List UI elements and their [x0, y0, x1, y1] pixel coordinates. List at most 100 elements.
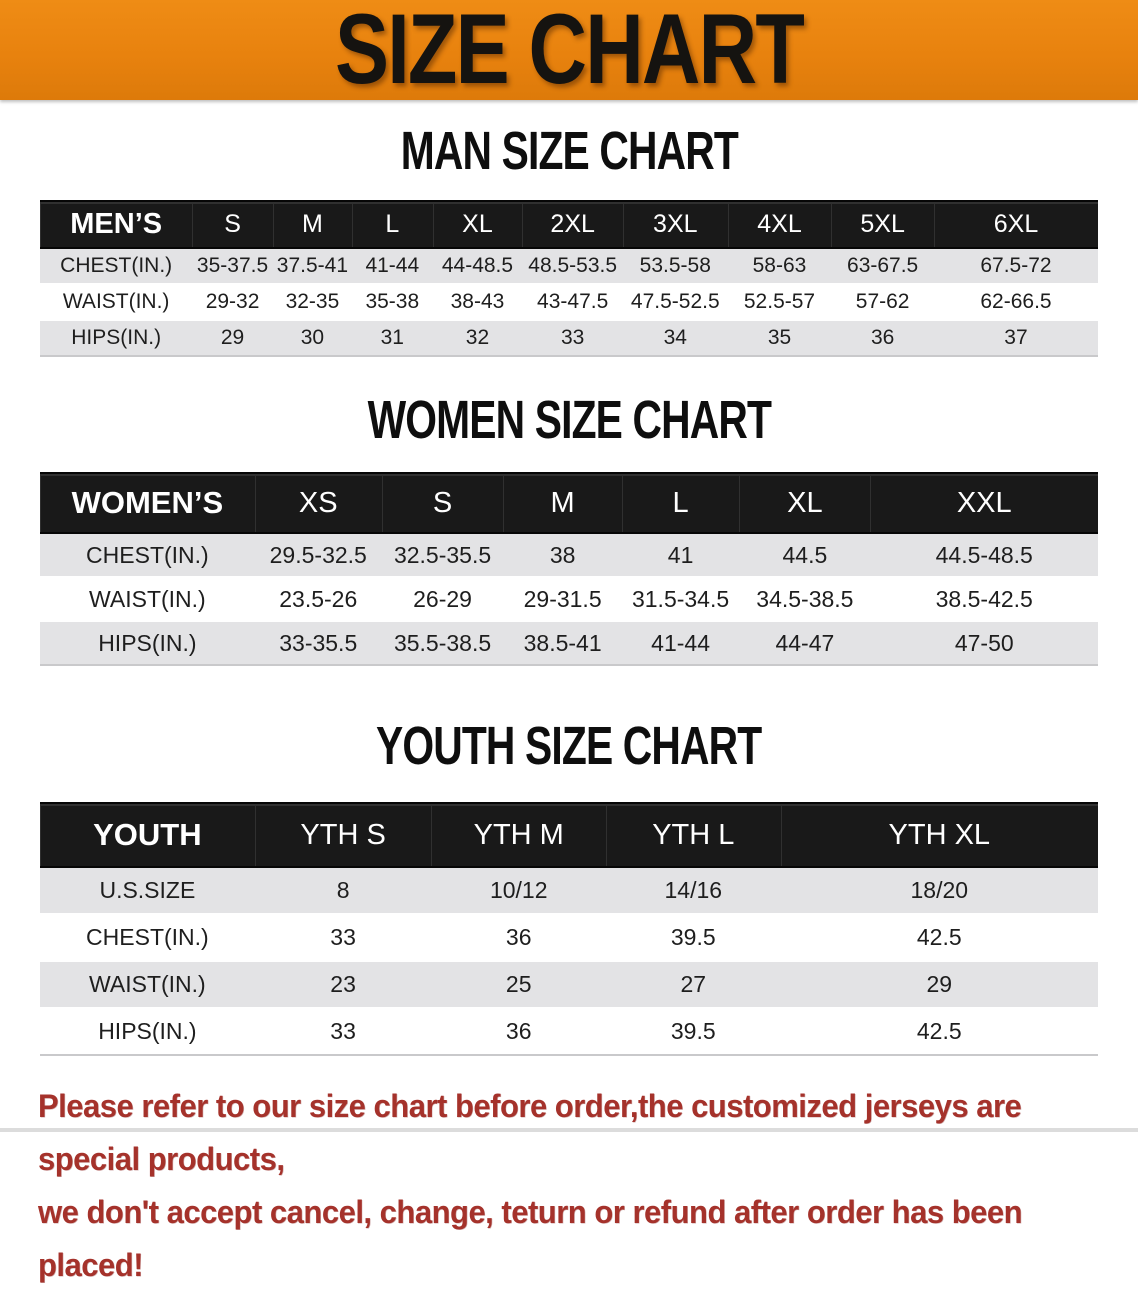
banner-title: SIZE CHART — [335, 0, 805, 105]
women-measurement-cell: 44.5-48.5 — [870, 532, 1098, 577]
men-measurement-cell: 29-32 — [192, 283, 273, 320]
men-measurement-cell: 37.5-41 — [272, 247, 353, 284]
disclaimer-line-2: we don't accept cancel, change, teturn o… — [38, 1193, 1023, 1284]
men-measurement-cell: 29 — [192, 319, 273, 356]
men-measurement-cell: 37 — [933, 319, 1098, 356]
men-measurement-cell: 58-63 — [727, 247, 832, 284]
youth-measurement-cell: 23 — [254, 960, 432, 1008]
men-measurement-cell: 63-67.5 — [831, 247, 934, 284]
women-measurement-cell: 29.5-32.5 — [254, 532, 382, 577]
men-measurement-cell: 57-62 — [831, 283, 934, 320]
men-measurement-cell: 41-44 — [352, 247, 433, 284]
men-table-row: CHEST(IN.) 35-37.5 37.5-41 41-44 44-48.5 48.5… — [40, 247, 1098, 284]
women-row-label: WAIST(IN.) — [40, 576, 255, 621]
youth-measurement-cell: 14/16 — [606, 866, 781, 914]
youth-measurement-cell: 29 — [780, 960, 1098, 1008]
youth-table-title: YOUTH — [40, 802, 255, 868]
women-table-title: WOMEN’S — [40, 472, 255, 534]
men-measurement-cell: 32-35 — [272, 283, 353, 320]
youth-measurement-cell: 42.5 — [780, 913, 1098, 961]
size-chart-banner: SIZE CHART — [0, 0, 1138, 100]
women-size-col: S — [381, 472, 504, 534]
youth-measurement-cell: 36 — [431, 913, 606, 961]
women-measurement-cell: 33-35.5 — [254, 620, 382, 665]
youth-size-col: YTH XL — [780, 802, 1098, 868]
youth-measurement-cell: 10/12 — [431, 866, 606, 914]
youth-measurement-cell: 18/20 — [780, 866, 1098, 914]
women-size-col: XS — [254, 472, 382, 534]
women-table-row: CHEST(IN.) 29.5-32.5 32.5-35.5 38 41 44.5 44.5… — [40, 532, 1098, 577]
men-table-title: MEN’S — [40, 200, 193, 249]
women-size-col: L — [621, 472, 740, 534]
men-table-row: WAIST(IN.) 29-32 32-35 35-38 38-43 43-47.5 47.… — [40, 283, 1098, 320]
men-section-heading-wrap: MAN SIZE CHART — [0, 121, 1138, 182]
men-measurement-cell: 36 — [831, 319, 934, 356]
youth-measurement-cell: 36 — [431, 1007, 606, 1055]
men-size-col: 4XL — [727, 200, 832, 249]
bottom-edge-divider — [0, 1128, 1138, 1132]
men-size-col: S — [192, 200, 273, 249]
women-section-heading-wrap: WOMEN SIZE CHART — [0, 390, 1138, 451]
men-measurement-cell: 43-47.5 — [522, 283, 623, 320]
men-measurement-cell: 33 — [522, 319, 623, 356]
youth-row-label: U.S.SIZE — [40, 866, 255, 914]
women-measurement-cell: 31.5-34.5 — [621, 576, 740, 621]
women-measurement-cell: 34.5-38.5 — [739, 576, 871, 621]
men-measurement-cell: 67.5-72 — [933, 247, 1098, 284]
youth-measurement-cell: 25 — [431, 960, 606, 1008]
youth-section-heading: YOUTH SIZE CHART — [376, 716, 762, 777]
youth-table-row: U.S.SIZE 8 10/12 14/16 18/20 — [40, 866, 1098, 914]
youth-measurement-cell: 39.5 — [606, 1007, 781, 1055]
women-section-heading: WOMEN SIZE CHART — [367, 390, 771, 451]
youth-row-label: HIPS(IN.) — [40, 1007, 255, 1055]
youth-row-label: WAIST(IN.) — [40, 960, 255, 1008]
women-measurement-cell: 44-47 — [739, 620, 871, 665]
men-measurement-cell: 53.5-58 — [622, 247, 728, 284]
youth-measurement-cell: 42.5 — [780, 1007, 1098, 1055]
men-measurement-cell: 35 — [727, 319, 832, 356]
disclaimer-text: Please refer to our size chart before or… — [0, 1080, 1138, 1292]
men-measurement-cell: 31 — [352, 319, 433, 356]
men-measurement-cell: 38-43 — [432, 283, 523, 320]
men-header-row: MEN’S S M L XL 2XL 3XL 4XL 5XL 6XL — [40, 200, 1098, 249]
youth-section-heading-wrap: YOUTH SIZE CHART — [0, 716, 1138, 777]
youth-table-row: WAIST(IN.) 23 25 27 29 — [40, 960, 1098, 1008]
youth-measurement-cell: 8 — [254, 866, 432, 914]
men-row-label: WAIST(IN.) — [40, 283, 193, 320]
women-measurement-cell: 23.5-26 — [254, 576, 382, 621]
women-size-col: XL — [739, 472, 871, 534]
women-table-row: HIPS(IN.) 33-35.5 35.5-38.5 38.5-41 41-44 44-… — [40, 620, 1098, 665]
women-measurement-cell: 29-31.5 — [503, 576, 622, 621]
women-measurement-cell: 26-29 — [381, 576, 504, 621]
women-measurement-cell: 38 — [503, 532, 622, 577]
women-measurement-cell: 32.5-35.5 — [381, 532, 504, 577]
youth-size-table: YOUTH YTH S YTH M YTH L YTH XL U.S.SIZE 8 10/12… — [40, 802, 1098, 1056]
youth-size-col: YTH M — [431, 802, 606, 868]
youth-header-row: YOUTH YTH S YTH M YTH L YTH XL — [40, 802, 1098, 868]
men-size-col: M — [272, 200, 353, 249]
youth-table-row: HIPS(IN.) 33 36 39.5 42.5 — [40, 1007, 1098, 1055]
men-size-col: 6XL — [933, 200, 1098, 249]
women-header-row: WOMEN’S XS S M L XL XXL — [40, 472, 1098, 534]
women-measurement-cell: 35.5-38.5 — [381, 620, 504, 665]
women-measurement-cell: 47-50 — [870, 620, 1098, 665]
men-size-col: XL — [432, 200, 523, 249]
men-measurement-cell: 35-37.5 — [192, 247, 273, 284]
men-measurement-cell: 32 — [432, 319, 523, 356]
men-size-table: MEN’S S M L XL 2XL 3XL 4XL 5XL 6XL CHEST(IN.) 35-37… — [40, 200, 1098, 357]
men-row-label: HIPS(IN.) — [40, 319, 193, 356]
men-size-col: 2XL — [522, 200, 623, 249]
disclaimer-line-1: Please refer to our size chart before or… — [38, 1087, 1022, 1178]
women-size-col: M — [503, 472, 622, 534]
men-section-heading: MAN SIZE CHART — [400, 121, 738, 182]
women-row-label: HIPS(IN.) — [40, 620, 255, 665]
women-row-label: CHEST(IN.) — [40, 532, 255, 577]
men-measurement-cell: 62-66.5 — [933, 283, 1098, 320]
women-measurement-cell: 41 — [621, 532, 740, 577]
men-size-col: L — [352, 200, 433, 249]
men-table-row: HIPS(IN.) 29 30 31 32 33 34 35 36 37 — [40, 319, 1098, 356]
women-measurement-cell: 38.5-41 — [503, 620, 622, 665]
women-size-table: WOMEN’S XS S M L XL XXL CHEST(IN.) 29.5-32.5 32.5… — [40, 472, 1098, 666]
men-size-col: 5XL — [831, 200, 934, 249]
youth-size-col: YTH S — [254, 802, 432, 868]
